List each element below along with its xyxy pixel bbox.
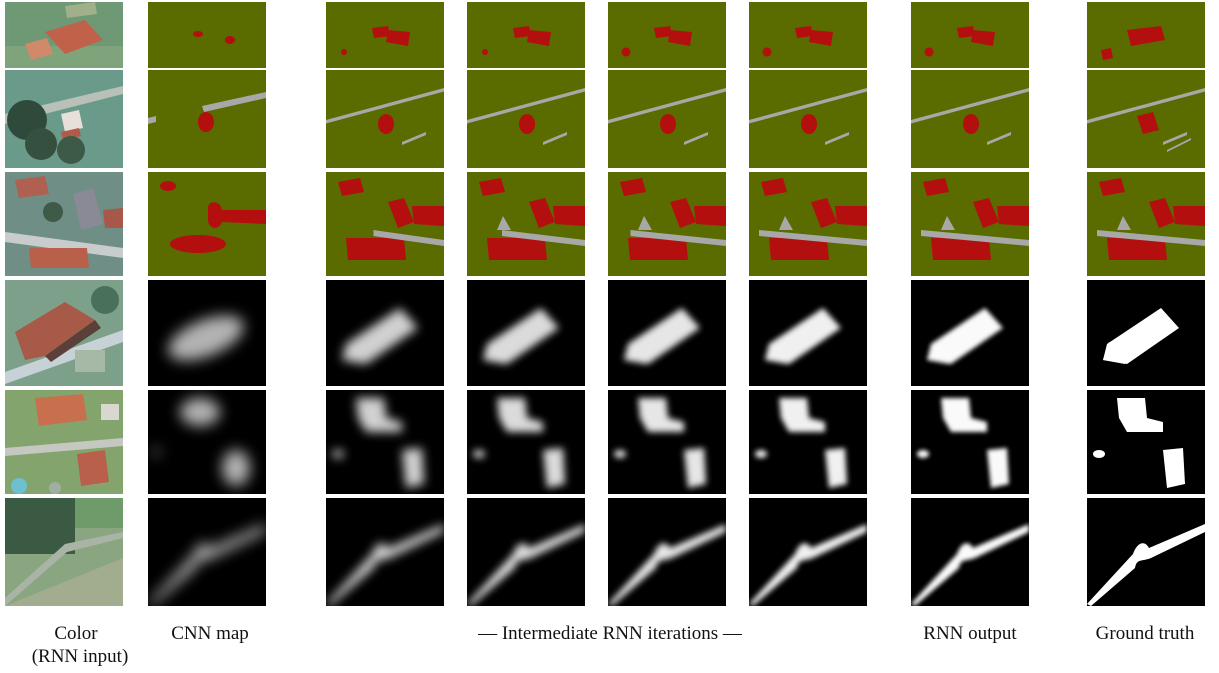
figure-grid (5, 2, 1205, 606)
tile-r1-it2 (467, 2, 585, 68)
caption-intermediate: — Intermediate RNN iterations — (420, 622, 800, 645)
tile-r5-it3 (608, 390, 726, 494)
tile-r1-it4 (749, 2, 867, 68)
tile-r4-it4 (749, 280, 867, 386)
tile-r1-color (5, 2, 123, 68)
caption-color: Color (30, 622, 122, 645)
tile-r5-color (5, 390, 123, 494)
tile-r1-gt (1087, 2, 1205, 68)
tile-r2-it2 (467, 70, 585, 168)
tile-r5-it1 (326, 390, 444, 494)
tile-r5-it2 (467, 390, 585, 494)
tile-r4-gt (1087, 280, 1205, 386)
tile-r2-cnn (148, 70, 266, 168)
tile-r6-it1 (326, 498, 444, 606)
caption-ground-truth-text: Ground truth (1095, 623, 1195, 644)
tile-r2-it4 (749, 70, 867, 168)
caption-ground-truth: Ground truth (1074, 622, 1216, 645)
tile-r5-gt (1087, 390, 1205, 494)
caption-rnn-output: RNN output (900, 622, 1040, 645)
tile-r4-it1 (326, 280, 444, 386)
tile-r5-rnn (911, 390, 1029, 494)
tile-r3-cnn (148, 172, 266, 276)
caption-color-line2: (RNN input) (10, 645, 150, 668)
tile-r3-it3 (608, 172, 726, 276)
tile-r3-color (5, 172, 123, 276)
tile-r3-gt (1087, 172, 1205, 276)
tile-r6-color (5, 498, 123, 606)
tile-r6-it4 (749, 498, 867, 606)
caption-cnn-map: CNN map (140, 622, 280, 645)
tile-r6-cnn (148, 498, 266, 606)
tile-r3-it2 (467, 172, 585, 276)
tile-r1-it1 (326, 2, 444, 68)
tile-r4-cnn (148, 280, 266, 386)
tile-r1-cnn (148, 2, 266, 68)
tile-r4-color (5, 280, 123, 386)
caption-color-line2-text: (RNN input) (31, 646, 129, 667)
tile-r6-rnn (911, 498, 1029, 606)
tile-r6-it2 (467, 498, 585, 606)
tile-r2-rnn (911, 70, 1029, 168)
tile-r3-rnn (911, 172, 1029, 276)
tile-r5-cnn (148, 390, 266, 494)
tile-r1-it3 (608, 2, 726, 68)
tile-r6-gt (1087, 498, 1205, 606)
caption-color-text: Color (54, 623, 98, 644)
tile-r2-it1 (326, 70, 444, 168)
tile-r6-it3 (608, 498, 726, 606)
tile-r3-it4 (749, 172, 867, 276)
tile-r4-it3 (608, 280, 726, 386)
tile-r2-color (5, 70, 123, 168)
tile-r2-it3 (608, 70, 726, 168)
tile-r4-it2 (467, 280, 585, 386)
tile-r3-it1 (326, 172, 444, 276)
tile-r4-rnn (911, 280, 1029, 386)
tile-r5-it4 (749, 390, 867, 494)
tile-r1-rnn (911, 2, 1029, 68)
caption-intermediate-text: — Intermediate RNN iterations — (478, 623, 742, 644)
caption-cnn-map-text: CNN map (171, 623, 249, 644)
caption-rnn-output-text: RNN output (923, 623, 1017, 644)
tile-r2-gt (1087, 70, 1205, 168)
